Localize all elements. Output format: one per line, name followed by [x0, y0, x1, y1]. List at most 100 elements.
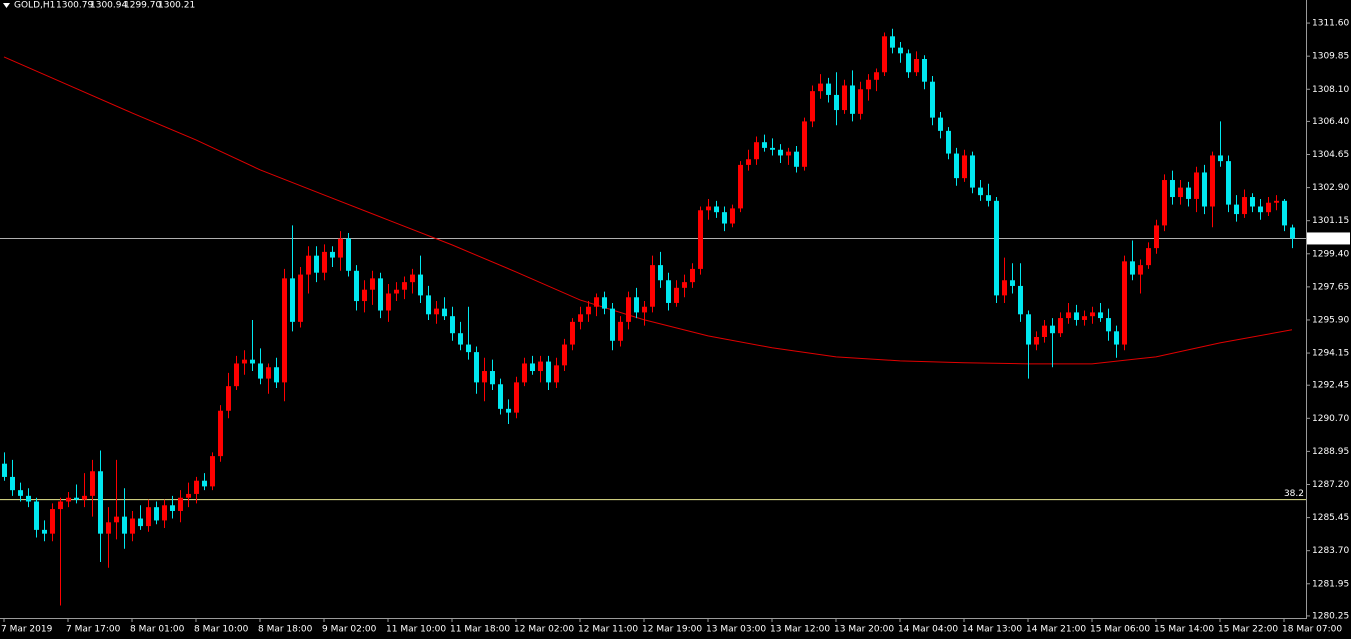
candle-body [314, 255, 319, 273]
header-value: 1300.79 [56, 1, 93, 11]
candle-body [498, 384, 503, 409]
candle-body [378, 278, 383, 311]
candle-body [1290, 227, 1295, 239]
candle-body [570, 321, 575, 345]
x-tick-label: 18 Mar 07:00 [1282, 625, 1342, 635]
candle-body [898, 47, 903, 54]
candle-body [714, 206, 719, 213]
candle-body [554, 365, 559, 383]
candle-body [266, 367, 271, 379]
y-tick-label: 1290.70 [1312, 414, 1349, 424]
x-tick-label: 11 Mar 10:00 [386, 625, 446, 635]
candle-body [234, 363, 239, 387]
x-tick-label: 13 Mar 20:00 [834, 625, 894, 635]
candle-body [346, 238, 351, 271]
candle-body [834, 94, 839, 111]
candle-body [1026, 314, 1031, 345]
candle-body [282, 278, 287, 383]
y-tick-label: 1280.25 [1312, 611, 1349, 621]
candle-body [586, 306, 591, 315]
candle-body [1178, 187, 1183, 198]
candle-body [1082, 316, 1087, 320]
candle-body [1258, 206, 1263, 213]
candle-body [42, 529, 47, 534]
candle-body [426, 295, 431, 315]
y-tick-label: 1311.60 [1312, 19, 1349, 29]
x-tick-label: 15 Mar 14:00 [1154, 625, 1214, 635]
y-tick-label: 1299.40 [1312, 249, 1349, 259]
y-tick-label: 1285.45 [1312, 513, 1349, 523]
x-tick-label: 14 Mar 21:00 [1026, 625, 1086, 635]
candle-body [322, 251, 327, 273]
candle-body [850, 85, 855, 114]
candle-body [962, 155, 967, 179]
y-tick-label: 1283.70 [1312, 546, 1349, 556]
y-tick-label: 1306.40 [1312, 117, 1349, 127]
candle-body [930, 81, 935, 118]
y-tick-label: 1308.10 [1312, 85, 1349, 95]
candle-body [130, 518, 135, 534]
candle-body [370, 278, 375, 290]
candle-body [786, 151, 791, 156]
candle-body [778, 149, 783, 156]
candle-body [178, 497, 183, 511]
y-tick-label: 1294.15 [1312, 349, 1349, 359]
menu-triangle [3, 3, 10, 8]
candle-body [338, 238, 343, 258]
fib-label: 38.2 [1284, 489, 1304, 499]
y-tick-label: 1301.15 [1312, 216, 1349, 226]
candle-body [1122, 261, 1127, 345]
candle-body [482, 371, 487, 383]
y-tick-label: 1302.90 [1312, 183, 1349, 193]
candle-body [762, 142, 767, 148]
candle-body [730, 208, 735, 224]
header-value: 1300.21 [158, 1, 195, 11]
candle-body [450, 316, 455, 334]
candle-body [474, 352, 479, 383]
x-tick-label: 7 Mar 2019 [1, 625, 53, 635]
candle-body [50, 509, 55, 534]
candle-body [1050, 325, 1055, 334]
candle-body [794, 151, 799, 167]
candle-body [354, 270, 359, 302]
candle-body [522, 363, 527, 383]
x-tick-label: 15 Mar 06:00 [1090, 625, 1150, 635]
y-tick-label: 1304.65 [1312, 150, 1349, 160]
candle-body [226, 386, 231, 411]
candle-body [26, 495, 31, 502]
candle-body [250, 359, 255, 364]
candle-body [1234, 204, 1239, 215]
candle-body [626, 297, 631, 322]
candle-body [138, 518, 143, 527]
candle-body [946, 130, 951, 154]
x-tick-label: 8 Mar 18:00 [258, 625, 313, 635]
candle-body [674, 287, 679, 303]
candle-body [1218, 155, 1223, 162]
candle-body [634, 297, 639, 313]
candle-body [906, 53, 911, 73]
candle-body [394, 289, 399, 294]
x-tick-label: 12 Mar 19:00 [642, 625, 702, 635]
candle-body [642, 306, 647, 313]
candle-body [938, 117, 943, 131]
x-tick-label: 14 Mar 13:00 [962, 625, 1022, 635]
x-tick-label: 12 Mar 02:00 [514, 625, 574, 635]
bid-label-box [1307, 232, 1350, 245]
candle-body [1146, 248, 1151, 266]
candle-body [858, 89, 863, 114]
candle-body [658, 265, 663, 281]
candle-body [618, 321, 623, 341]
candle-body [18, 490, 23, 496]
candle-body [258, 363, 263, 379]
y-tick-label: 1288.95 [1312, 447, 1349, 457]
y-tick-label: 1292.45 [1312, 381, 1349, 391]
candle-body [1202, 172, 1207, 207]
candle-body [1106, 318, 1111, 332]
candle-body [418, 274, 423, 296]
candle-body [194, 480, 199, 494]
candle-body [466, 344, 471, 353]
candle-body [922, 59, 927, 82]
candle-body [34, 501, 39, 530]
bid-label: 1300.21 [1310, 234, 1347, 244]
candle-body [202, 480, 207, 487]
